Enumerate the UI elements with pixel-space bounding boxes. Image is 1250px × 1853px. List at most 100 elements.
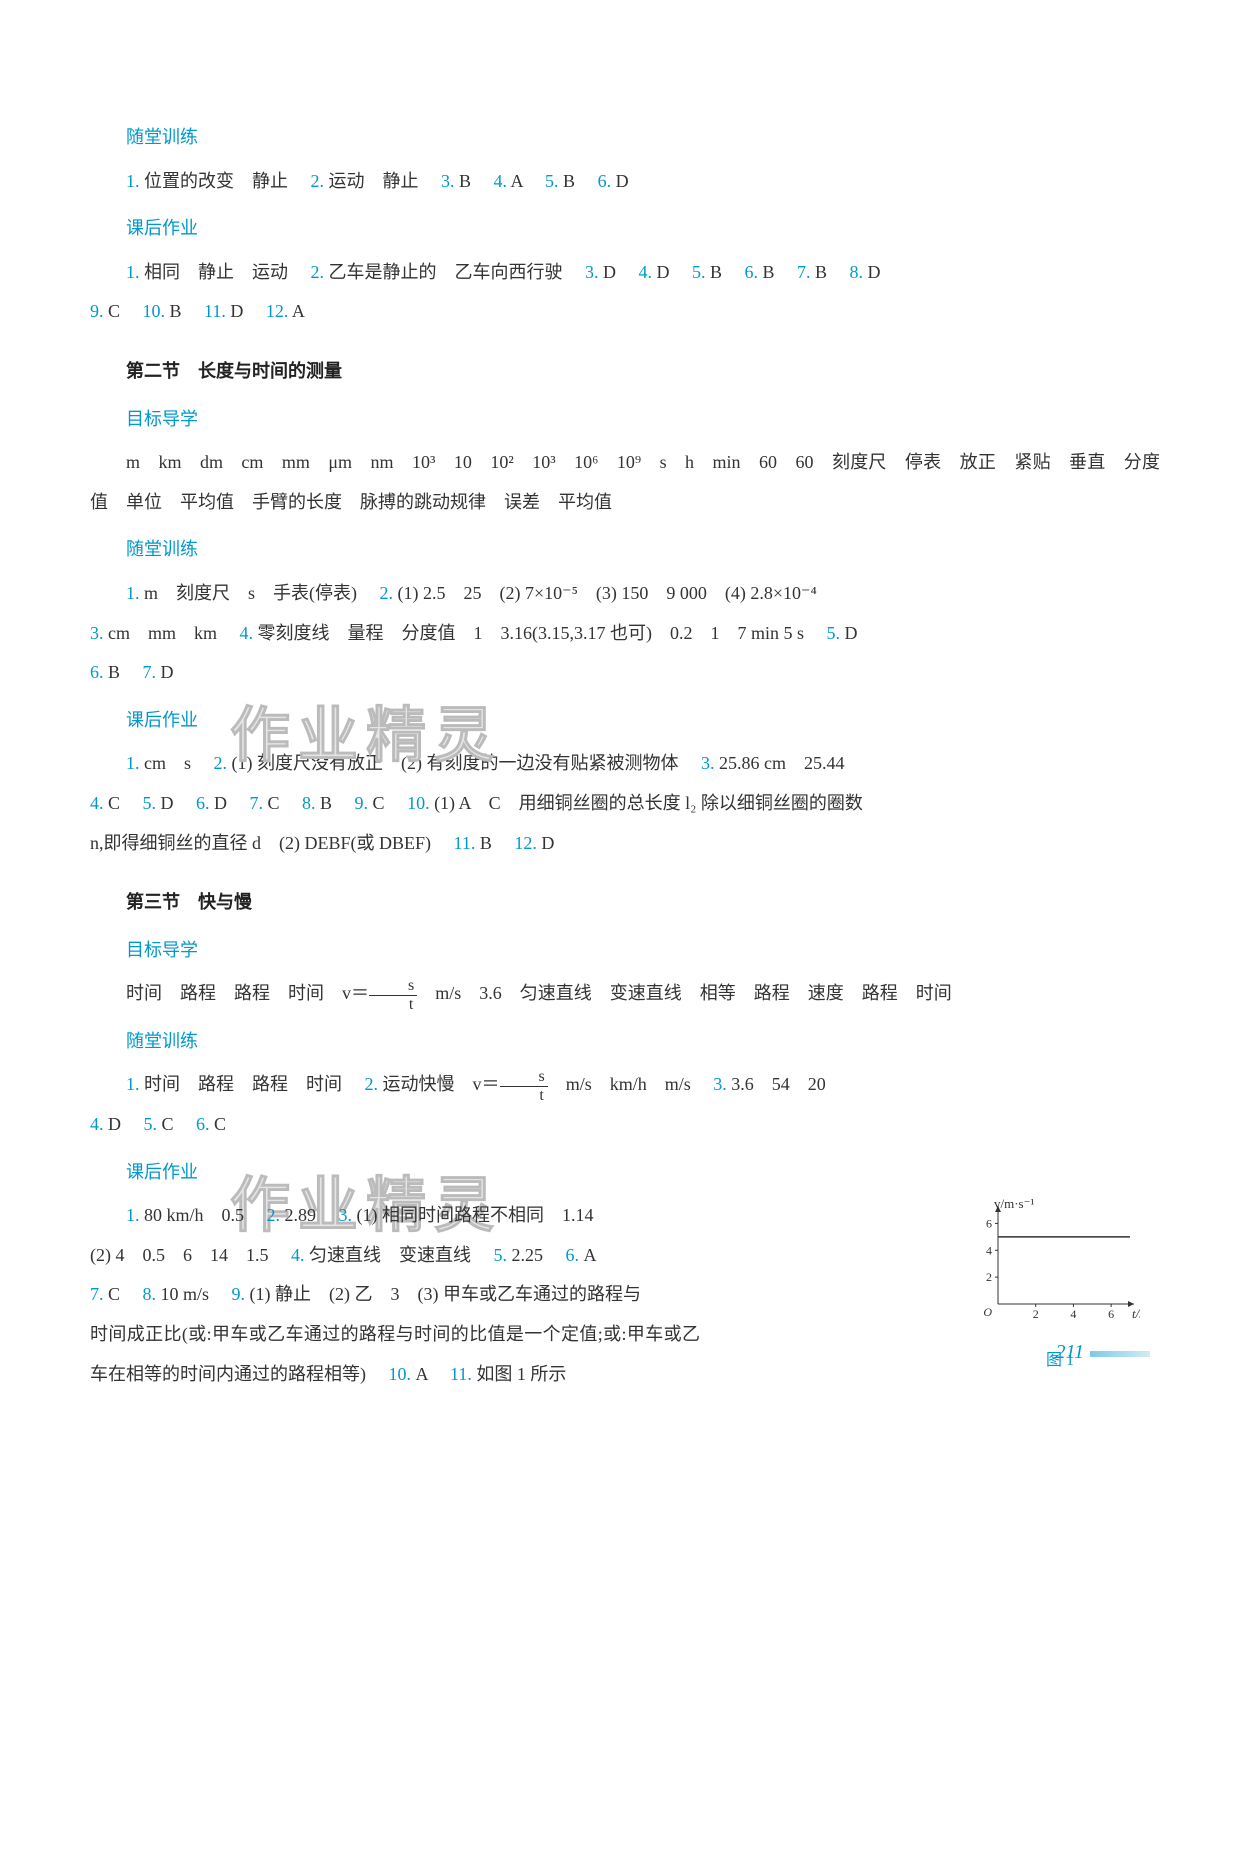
section-label-mubiao: 目标导学: [90, 400, 1160, 440]
section-label-suitang: 随堂训练: [90, 530, 1160, 570]
ans: (1) 刻度尺没有放正 (2) 有刻度的一边没有贴紧被测物体: [232, 753, 679, 773]
ans: D: [230, 301, 243, 321]
qnum: 3.: [339, 1205, 353, 1225]
ans: (2) 4 0.5 6 14 1.5: [90, 1245, 269, 1265]
qnum: 1.: [126, 753, 140, 773]
qnum: 4.: [90, 793, 104, 813]
ans: cm s: [144, 753, 191, 773]
section-label-mubiao: 目标导学: [90, 931, 1160, 971]
ans: 3.6 54 20: [731, 1074, 826, 1094]
svg-text:4: 4: [986, 1244, 992, 1258]
answer-line: 1. cm s 2. (1) 刻度尺没有放正 (2) 有刻度的一边没有贴紧被测物…: [90, 744, 1160, 784]
frac-num: s: [500, 1068, 548, 1087]
ans: 运动 静止: [329, 171, 419, 191]
ans: 10 m/s: [161, 1284, 210, 1304]
section-label-kehou: 课后作业: [90, 701, 1160, 741]
qnum: 2.: [365, 1074, 379, 1094]
ans: B: [170, 301, 182, 321]
ans: B: [763, 262, 775, 282]
answer-line: 4. D 5. C 6. C: [90, 1105, 1160, 1145]
qnum: 3.: [701, 753, 715, 773]
ans: 2.89: [285, 1205, 317, 1225]
qnum: 5.: [692, 262, 706, 282]
ans: cm mm km: [108, 623, 217, 643]
qnum: 6.: [90, 662, 104, 682]
ans: (1) 静止 (2) 乙 3 (3) 甲车或乙车通过的路程与: [250, 1284, 641, 1304]
text: 时间 路程 路程 时间 v＝: [126, 983, 369, 1003]
ans: C: [268, 793, 280, 813]
qnum: 10.: [407, 793, 430, 813]
section-label-kehou: 课后作业: [90, 1153, 1160, 1193]
qnum: 8.: [143, 1284, 157, 1304]
ans: B: [563, 171, 575, 191]
qnum: 10.: [143, 301, 166, 321]
ans: 25.86 cm 25.44: [719, 753, 845, 773]
section-label-kehou: 课后作业: [90, 209, 1160, 249]
answer-line: 3. cm mm km 4. 零刻度线 量程 分度值 1 3.16(3.15,3…: [90, 614, 1160, 654]
ans: m 刻度尺 s 手表(停表): [144, 583, 357, 603]
ans: D: [603, 262, 616, 282]
qnum: 12.: [514, 833, 537, 853]
ans: D: [541, 833, 554, 853]
qnum: 7.: [90, 1284, 104, 1304]
ans: 运动快慢 v＝: [383, 1074, 500, 1094]
qnum: 7.: [250, 793, 264, 813]
section-heading: 第二节 长度与时间的测量: [90, 352, 1160, 392]
answer-line: 7. C 8. 10 m/s 9. (1) 静止 (2) 乙 3 (3) 甲车或…: [90, 1275, 700, 1315]
qnum: 11.: [450, 1364, 472, 1384]
ans: C: [373, 793, 385, 813]
qnum: 5.: [144, 1114, 158, 1134]
frac-num: s: [369, 977, 417, 996]
ans: B: [108, 662, 120, 682]
section-label-suitang: 随堂训练: [90, 1022, 1160, 1062]
figure-1-chart: 246246Ov/m·s⁻¹t/s: [960, 1196, 1140, 1326]
mubiao-content: m km dm cm mm μm nm 10³ 10 10² 10³ 10⁶ 1…: [90, 443, 1160, 522]
frac-den: t: [500, 1087, 548, 1105]
qnum: 6.: [196, 793, 210, 813]
qnum: 7.: [143, 662, 157, 682]
qnum: 5.: [545, 171, 559, 191]
svg-text:2: 2: [1033, 1307, 1039, 1321]
qnum: 6.: [566, 1245, 580, 1265]
qnum: 2.: [311, 262, 325, 282]
ans: n,即得细铜丝的直径 d (2) DEBF(或 DBEF): [90, 833, 431, 853]
qnum: 4.: [240, 623, 254, 643]
ans: m/s km/h m/s: [548, 1074, 691, 1094]
ans: D: [161, 793, 174, 813]
ans: (1) 相同时间路程不相同 1.14: [357, 1205, 594, 1225]
qnum: 11.: [454, 833, 476, 853]
ans: B: [710, 262, 722, 282]
qnum: 6.: [745, 262, 759, 282]
ans: A: [511, 171, 523, 191]
qnum: 9.: [232, 1284, 246, 1304]
answer-line: 1. m 刻度尺 s 手表(停表) 2. (1) 2.5 25 (2) 7×10…: [90, 574, 1160, 614]
qnum: 9.: [355, 793, 369, 813]
ans: 2.25: [512, 1245, 544, 1265]
ans: D: [108, 1114, 121, 1134]
ans: 相同 静止 运动: [144, 262, 288, 282]
ans: 乙车是静止的 乙车向西行驶: [329, 262, 563, 282]
qnum: 1.: [126, 262, 140, 282]
qnum: 5.: [827, 623, 841, 643]
qnum: 12.: [266, 301, 289, 321]
answer-line: 时间成正比(或:甲车或乙车通过的路程与时间的比值是一个定值;或:甲车或乙车在相等…: [90, 1315, 700, 1394]
ans: A: [584, 1245, 597, 1265]
answer-line: (2) 4 0.5 6 14 1.5 4. 匀速直线 变速直线 5. 2.25 …: [90, 1236, 700, 1276]
qnum: 9.: [90, 301, 104, 321]
text: m/s 3.6 匀速直线 变速直线 相等 路程 速度 路程 时间: [417, 983, 952, 1003]
ans: (1) A C 用细铜丝圈的总长度 l₂ 除以细铜丝圈的圈数: [434, 793, 863, 813]
ans: C: [214, 1114, 226, 1134]
qnum: 1.: [126, 171, 140, 191]
ans: B: [459, 171, 471, 191]
svg-text:4: 4: [1070, 1307, 1076, 1321]
answer-line: 1. 时间 路程 路程 时间 2. 运动快慢 v＝st m/s km/h m/s…: [90, 1065, 1160, 1105]
ans: B: [480, 833, 492, 853]
qnum: 2.: [380, 583, 394, 603]
ans: 如图 1 所示: [476, 1364, 566, 1384]
ans: 匀速直线 变速直线: [309, 1245, 471, 1265]
svg-text:6: 6: [1108, 1307, 1114, 1321]
qnum: 3.: [585, 262, 599, 282]
qnum: 1.: [126, 1074, 140, 1094]
mubiao-content: 时间 路程 路程 时间 v＝st m/s 3.6 匀速直线 变速直线 相等 路程…: [90, 974, 1160, 1014]
answer-line: 9. C 10. B 11. D 12. A: [90, 292, 1160, 332]
